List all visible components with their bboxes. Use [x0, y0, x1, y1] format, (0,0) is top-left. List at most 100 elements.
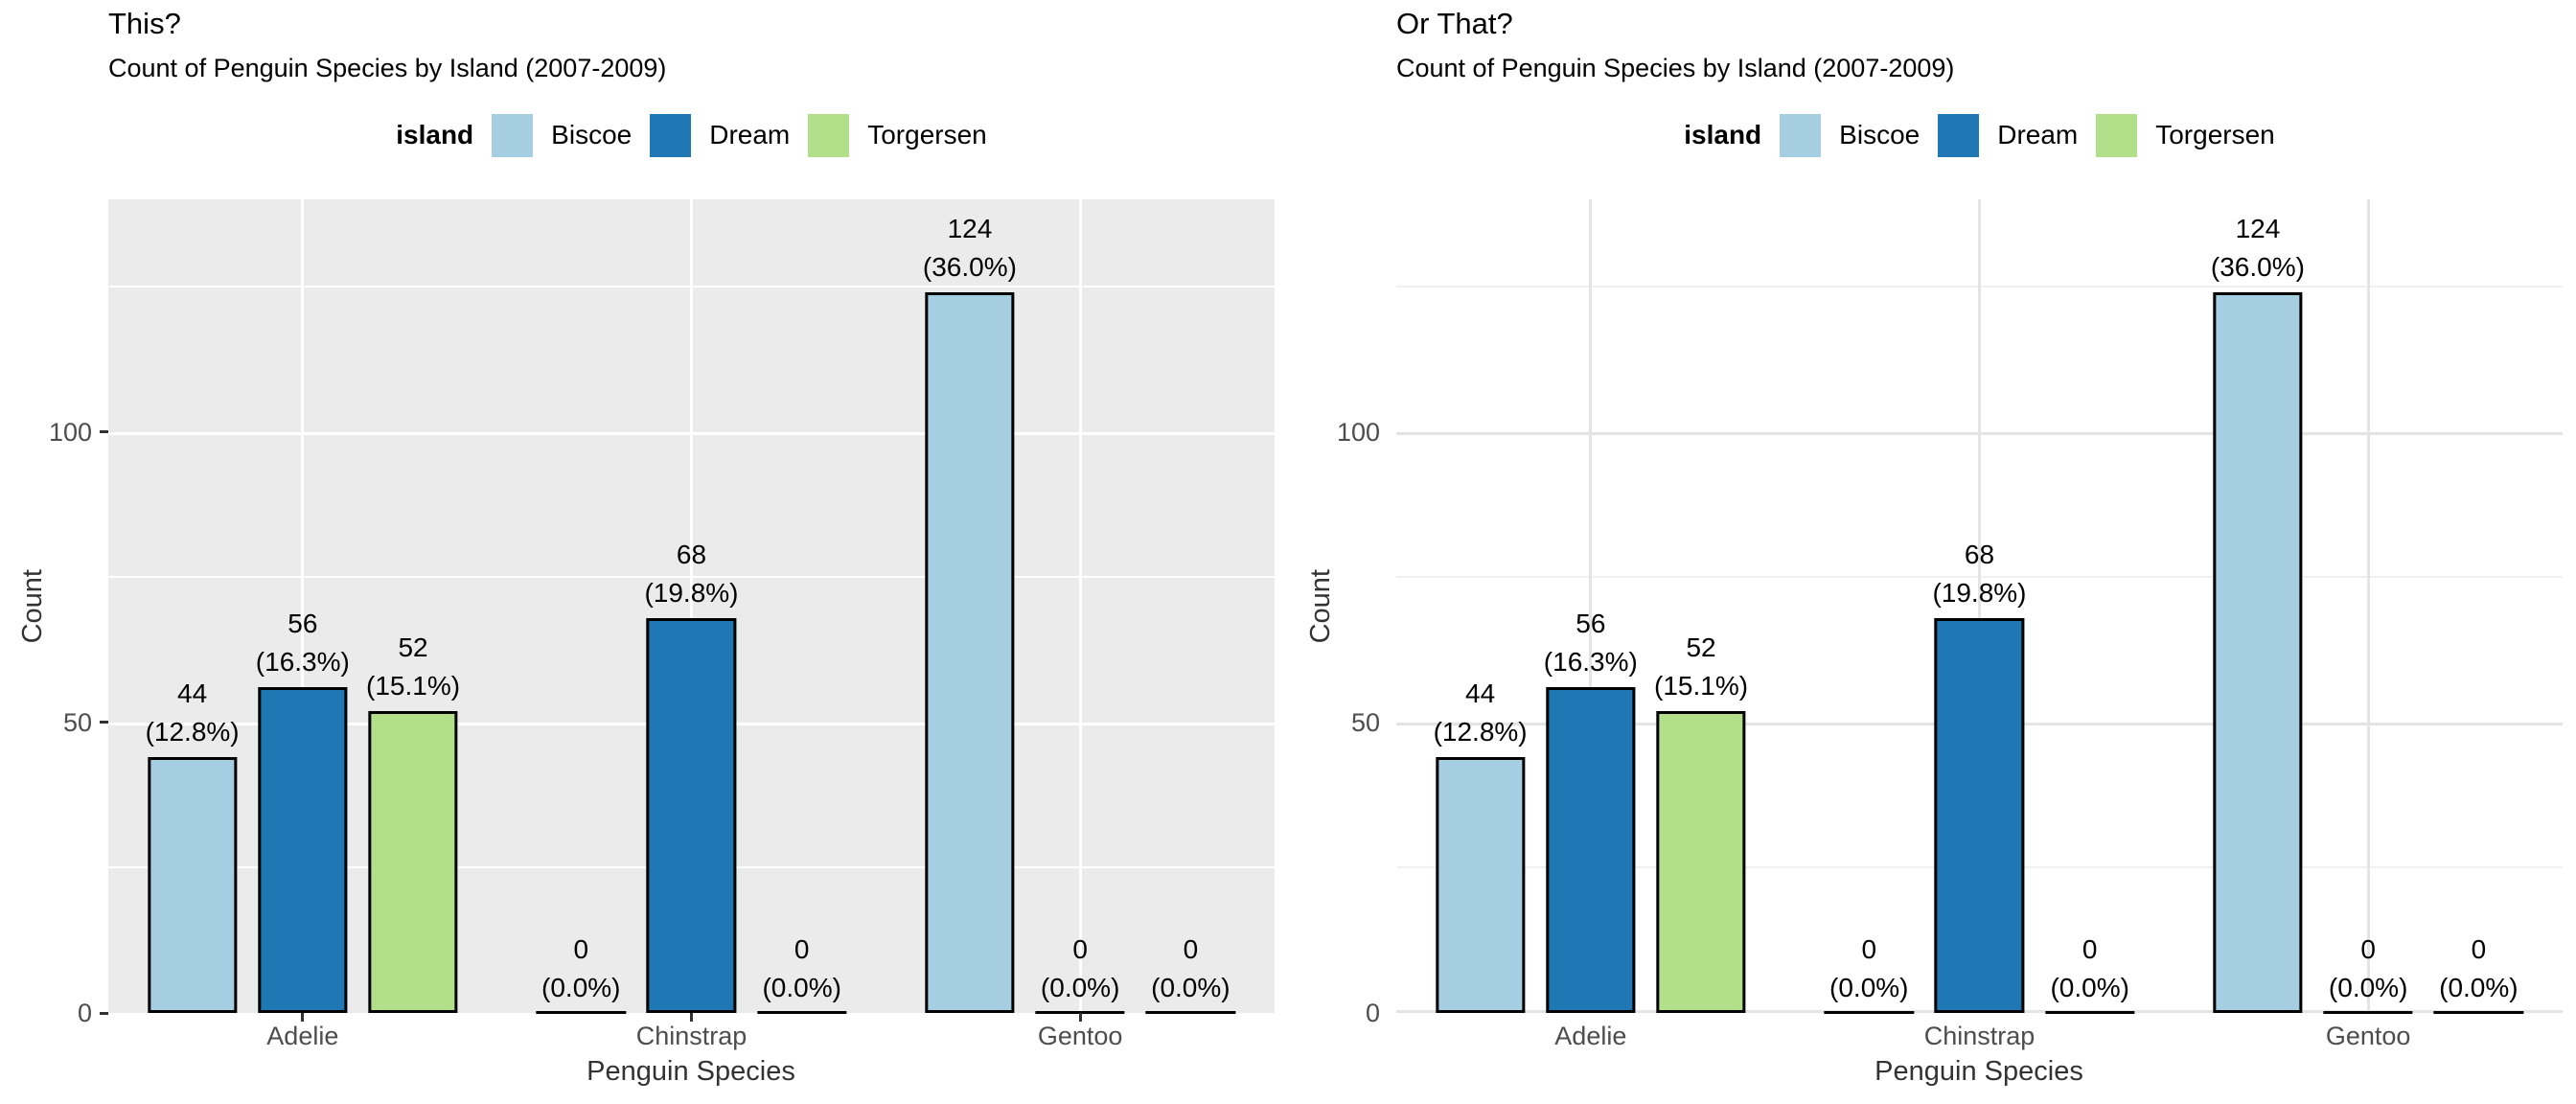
category-slot-chinstrap: 0 (0.0%) 68 (19.8%) 0 (0.0%) — [1785, 199, 2174, 1014]
x-tick-label-chinstrap: Chinstrap — [1923, 1022, 2036, 1050]
bar-label-gentoo-biscoe: 124 (36.0%) — [2210, 214, 2305, 282]
legend-item-dream: Dream — [650, 113, 791, 157]
legend-title: island — [396, 120, 474, 150]
x-tick-label-adelie: Adelie — [266, 1022, 339, 1050]
y-axis-title: Count — [16, 568, 48, 644]
bar-chinstrap-torgersen — [2045, 1011, 2135, 1014]
legend-label: Dream — [709, 120, 791, 150]
bar-gentoo-torgersen — [2433, 1011, 2524, 1014]
y-tick-label-50: 50 — [62, 707, 92, 737]
bar-label-chinstrap-torgersen: 0 (0.0%) — [762, 934, 841, 1002]
bar-adelie-biscoe — [1435, 757, 1526, 1013]
legend-item-dream: Dream — [1938, 113, 2079, 157]
bar-label-gentoo-dream: 0 (0.0%) — [1040, 934, 1120, 1002]
bar-label-adelie-biscoe: 44 (12.8%) — [145, 678, 240, 747]
bar-adelie-dream — [1546, 687, 1636, 1013]
bar-label-chinstrap-dream: 68 (19.8%) — [644, 540, 739, 608]
bar-label-chinstrap-biscoe: 0 (0.0%) — [541, 934, 621, 1002]
plot-panel: 44 (12.8%) 56 (16.3%) 52 (15.1%) 0 (0.0%) 68 (19.… — [1396, 199, 2563, 1014]
bar-gentoo-biscoe — [925, 292, 1015, 1013]
x-tick-mark-chinstrap — [690, 1013, 693, 1022]
legend-item-torgersen: Torgersen — [2096, 113, 2275, 157]
bar-chinstrap-biscoe — [536, 1011, 626, 1014]
legend-swatch-torgersen — [2096, 113, 2138, 157]
y-tick-label-0: 0 — [77, 999, 92, 1027]
legend: island Biscoe Dream Torgersen — [108, 107, 1275, 163]
gridline-category-adelie — [301, 199, 305, 1013]
y-tick-label-100: 100 — [1336, 417, 1380, 447]
legend-item-biscoe: Biscoe — [492, 113, 632, 157]
bar-adelie-dream — [258, 687, 348, 1013]
legend: island Biscoe Dream Torgersen — [1396, 107, 2563, 163]
bar-label-chinstrap-biscoe: 0 (0.0%) — [1829, 934, 1909, 1002]
bar-chinstrap-dream — [646, 618, 737, 1013]
legend-swatch-torgersen — [808, 113, 850, 157]
bar-chinstrap-dream — [1934, 618, 2025, 1013]
bar-chinstrap-biscoe — [1824, 1011, 1914, 1014]
legend-swatch-dream — [1938, 113, 1980, 157]
category-slot-adelie: 44 (12.8%) 56 (16.3%) 52 (15.1%) — [1396, 199, 1785, 1013]
y-tick-label-0: 0 — [1365, 999, 1380, 1027]
bar-label-gentoo-torgersen: 0 (0.0%) — [2439, 934, 2518, 1002]
legend-swatch-dream — [650, 113, 692, 157]
gridline-category-chinstrap — [1978, 199, 1981, 1013]
legend-label: Dream — [1997, 120, 2079, 150]
bar-label-chinstrap-torgersen: 0 (0.0%) — [2050, 934, 2129, 1002]
bar-gentoo-dream — [1035, 1011, 1125, 1014]
category-slot-gentoo: 124 (36.0%) 0 (0.0%) 0 (0.0%) — [2174, 199, 2563, 1014]
legend-label: Biscoe — [1839, 120, 1920, 150]
x-tick-label-chinstrap: Chinstrap — [635, 1022, 748, 1050]
chart-subtitle: Count of Penguin Species by Island (2007… — [1396, 54, 1955, 82]
legend-label: Torgersen — [2155, 120, 2275, 150]
x-tick-label-gentoo: Gentoo — [1037, 1022, 1123, 1050]
bar-label-gentoo-torgersen: 0 (0.0%) — [1151, 934, 1230, 1002]
y-tick-mark-100 — [100, 430, 108, 434]
bar-label-chinstrap-dream: 68 (19.8%) — [1932, 540, 2027, 608]
x-tick-label-gentoo: Gentoo — [2325, 1022, 2411, 1050]
plot-panel: 44 (12.8%) 56 (16.3%) 52 (15.1%) 0 (0.0%) 68 (19.… — [108, 199, 1275, 1014]
x-axis-title: Penguin Species — [586, 1056, 795, 1087]
bar-chinstrap-torgersen — [757, 1011, 847, 1014]
left-chart: This? Count of Penguin Species by Island… — [16, 7, 1275, 1087]
category-slot-adelie: 44 (12.8%) 56 (16.3%) 52 (15.1%) — [108, 199, 497, 1013]
legend-swatch-biscoe — [492, 113, 534, 157]
bar-adelie-biscoe — [147, 757, 238, 1013]
gridline-category-gentoo — [2366, 199, 2370, 1013]
chart-title: This? — [108, 7, 181, 40]
chart-title: Or That? — [1396, 7, 1513, 40]
bar-adelie-torgersen — [1656, 711, 1746, 1013]
bar-label-adelie-torgersen: 52 (15.1%) — [1654, 632, 1749, 701]
x-tick-label-adelie: Adelie — [1554, 1022, 1627, 1050]
bar-gentoo-torgersen — [1145, 1011, 1236, 1014]
y-tick-mark-0 — [100, 1011, 108, 1015]
x-tick-mark-gentoo — [1078, 1013, 1082, 1022]
legend-label: Biscoe — [551, 120, 632, 150]
x-axis-title: Penguin Species — [1874, 1056, 2083, 1087]
category-slot-gentoo: 124 (36.0%) 0 (0.0%) 0 (0.0%) — [886, 199, 1275, 1014]
legend-swatch-biscoe — [1780, 113, 1822, 157]
y-tick-label-50: 50 — [1350, 707, 1380, 737]
right-chart: Or That? Count of Penguin Species by Isl… — [1288, 0, 2576, 1104]
gridline-category-gentoo — [1078, 199, 1082, 1013]
bar-label-gentoo-dream: 0 (0.0%) — [2328, 934, 2408, 1002]
y-axis-title: Count — [1304, 568, 1336, 644]
category-slot-chinstrap: 0 (0.0%) 68 (19.8%) 0 (0.0%) — [497, 199, 886, 1014]
bar-label-adelie-biscoe: 44 (12.8%) — [1433, 678, 1528, 747]
gridline-category-chinstrap — [690, 199, 693, 1013]
gridline-category-adelie — [1589, 199, 1593, 1013]
bar-gentoo-biscoe — [2213, 292, 2303, 1013]
chart-subtitle: Count of Penguin Species by Island (2007… — [108, 54, 667, 82]
y-tick-mark-50 — [100, 721, 108, 724]
bar-label-adelie-dream: 56 (16.3%) — [255, 609, 350, 677]
y-tick-label-100: 100 — [48, 417, 92, 447]
bar-label-adelie-torgersen: 52 (15.1%) — [366, 632, 461, 701]
bar-adelie-torgersen — [368, 711, 458, 1013]
bar-gentoo-dream — [2323, 1011, 2413, 1014]
legend-title: island — [1684, 120, 1762, 150]
legend-item-torgersen: Torgersen — [808, 113, 987, 157]
legend-item-biscoe: Biscoe — [1780, 113, 1920, 157]
bar-label-adelie-dream: 56 (16.3%) — [1543, 609, 1638, 677]
legend-label: Torgersen — [867, 120, 987, 150]
bar-label-gentoo-biscoe: 124 (36.0%) — [922, 214, 1017, 282]
